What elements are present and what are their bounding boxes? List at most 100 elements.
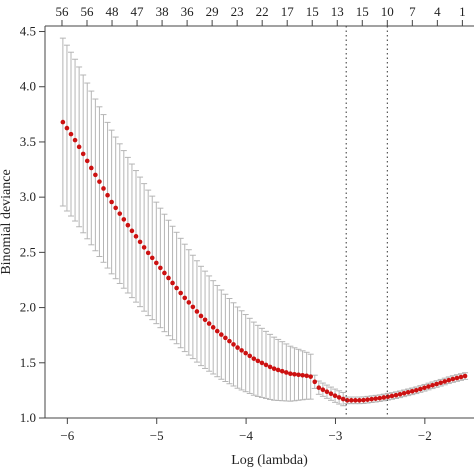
data-point bbox=[235, 345, 240, 350]
data-point bbox=[255, 358, 261, 364]
data-point bbox=[243, 350, 248, 356]
data-point bbox=[101, 186, 106, 191]
data-point bbox=[182, 295, 188, 301]
top-tick-label: 1 bbox=[459, 4, 466, 19]
data-point bbox=[271, 366, 277, 371]
data-point bbox=[202, 317, 208, 323]
data-point bbox=[288, 371, 293, 377]
data-point bbox=[454, 375, 460, 381]
top-tick-label: 15 bbox=[356, 4, 369, 19]
data-point bbox=[105, 192, 110, 198]
data-point bbox=[231, 342, 236, 347]
data-point bbox=[162, 270, 167, 276]
top-tick-label: 22 bbox=[256, 4, 269, 19]
data-point bbox=[219, 332, 224, 337]
axes bbox=[39, 20, 474, 424]
data-point bbox=[308, 374, 313, 379]
data-point bbox=[434, 381, 439, 387]
data-point bbox=[442, 379, 448, 384]
data-point bbox=[166, 275, 171, 281]
data-point bbox=[158, 265, 163, 271]
top-tick-label: 15 bbox=[306, 4, 319, 19]
data-point bbox=[381, 395, 387, 400]
data-point bbox=[328, 391, 334, 397]
data-point bbox=[117, 211, 123, 216]
data-point bbox=[214, 328, 220, 334]
data-point bbox=[279, 368, 285, 374]
data-point bbox=[414, 387, 419, 393]
y-tick-label: 1.0 bbox=[20, 410, 36, 425]
data-point bbox=[80, 151, 86, 157]
x-tick-label: −2 bbox=[418, 428, 432, 443]
data-point bbox=[312, 379, 318, 385]
data-point bbox=[430, 382, 435, 388]
data-point bbox=[397, 392, 403, 397]
data-point bbox=[336, 395, 342, 400]
reference-lines bbox=[345, 26, 388, 418]
data-point bbox=[121, 217, 127, 222]
data-point bbox=[405, 390, 411, 395]
y-tick-label: 1.5 bbox=[20, 355, 36, 370]
data-point bbox=[84, 158, 90, 164]
data-point bbox=[149, 255, 155, 261]
data-point bbox=[296, 372, 301, 378]
data-point bbox=[68, 131, 74, 137]
data-point bbox=[320, 387, 326, 392]
top-tick-label: 7 bbox=[409, 4, 416, 19]
data-point bbox=[401, 391, 407, 396]
data-point bbox=[284, 370, 289, 375]
data-point bbox=[113, 205, 118, 211]
data-point bbox=[170, 280, 175, 286]
data-point bbox=[458, 374, 464, 380]
data-point bbox=[247, 353, 253, 359]
top-tick-label: 38 bbox=[156, 4, 169, 19]
y-tick-label: 4.5 bbox=[20, 24, 36, 39]
data-points bbox=[60, 119, 468, 403]
y-tick-label: 2.5 bbox=[20, 244, 36, 259]
data-point bbox=[93, 172, 98, 178]
x-tick-label: −5 bbox=[150, 428, 164, 443]
data-point bbox=[340, 396, 346, 402]
top-tick-label: 10 bbox=[381, 4, 394, 19]
top-tick-label: 56 bbox=[81, 4, 95, 19]
top-tick-label: 56 bbox=[55, 4, 69, 19]
data-point bbox=[133, 234, 139, 239]
data-point bbox=[227, 338, 232, 344]
data-point bbox=[357, 398, 362, 403]
data-point bbox=[365, 397, 370, 402]
data-point bbox=[361, 397, 366, 403]
x-tick-label: −6 bbox=[60, 428, 74, 443]
data-point bbox=[141, 245, 147, 250]
y-tick-label: 3.0 bbox=[20, 189, 36, 204]
data-point bbox=[178, 290, 183, 296]
data-point bbox=[251, 356, 257, 361]
data-point bbox=[263, 362, 269, 368]
data-point bbox=[450, 376, 456, 382]
data-point bbox=[72, 137, 78, 143]
data-point bbox=[353, 398, 358, 403]
data-point bbox=[239, 348, 244, 353]
top-tick-label: 47 bbox=[131, 4, 145, 19]
top-tick-label: 4 bbox=[434, 4, 441, 19]
data-point bbox=[275, 367, 281, 373]
top-tick-label: 36 bbox=[181, 4, 195, 19]
x-axis-title: Log (lambda) bbox=[231, 453, 308, 468]
data-point bbox=[349, 398, 354, 403]
data-point bbox=[186, 300, 192, 305]
data-point bbox=[393, 392, 399, 398]
data-point bbox=[438, 380, 443, 386]
data-point bbox=[109, 199, 114, 205]
y-tick-label: 2.0 bbox=[20, 300, 36, 315]
data-point bbox=[409, 388, 415, 394]
data-point bbox=[154, 260, 159, 266]
data-point bbox=[60, 119, 66, 125]
data-point bbox=[462, 373, 468, 379]
y-axis-title: Binomial deviance bbox=[0, 169, 14, 274]
top-tick-label: 48 bbox=[106, 4, 119, 19]
data-point bbox=[324, 389, 330, 394]
data-point bbox=[418, 386, 423, 392]
y-tick-label: 3.5 bbox=[20, 134, 36, 149]
data-point bbox=[190, 304, 196, 310]
data-point bbox=[267, 364, 273, 370]
